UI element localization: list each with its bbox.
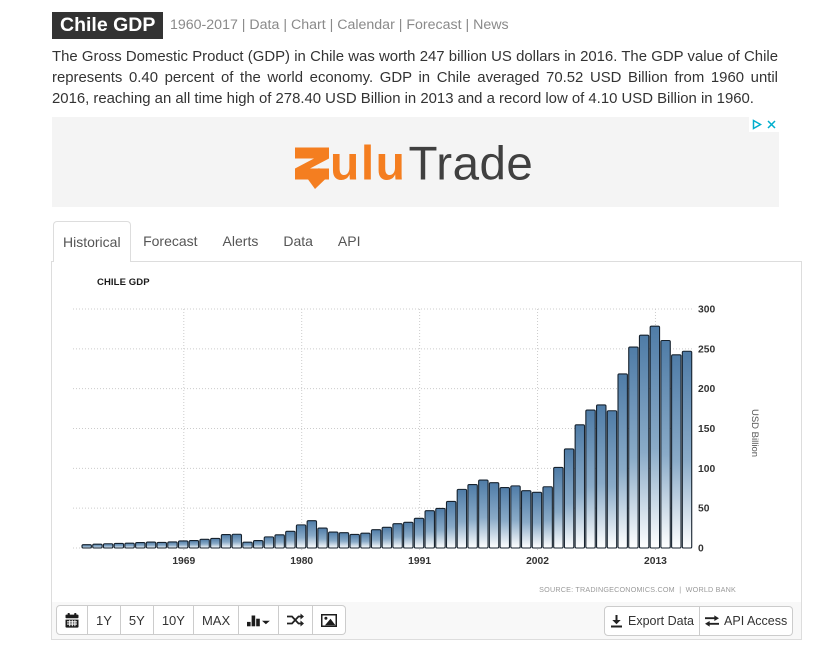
svg-text:0: 0: [698, 544, 704, 555]
svg-text:1991: 1991: [408, 556, 431, 567]
svg-text:Trade: Trade: [409, 142, 534, 191]
svg-text:2002: 2002: [526, 556, 549, 567]
svg-text:200: 200: [698, 384, 715, 395]
svg-text:250: 250: [698, 344, 715, 355]
svg-text:USD Billion: USD Billion: [749, 409, 760, 457]
svg-text:ulu: ulu: [330, 142, 406, 191]
svg-text:50: 50: [698, 504, 710, 515]
svg-text:1969: 1969: [172, 556, 195, 567]
svg-text:2013: 2013: [644, 556, 667, 567]
svg-text:150: 150: [698, 424, 715, 435]
svg-text:300: 300: [698, 305, 715, 316]
svg-text:100: 100: [698, 464, 715, 475]
svg-text:1980: 1980: [290, 556, 313, 567]
